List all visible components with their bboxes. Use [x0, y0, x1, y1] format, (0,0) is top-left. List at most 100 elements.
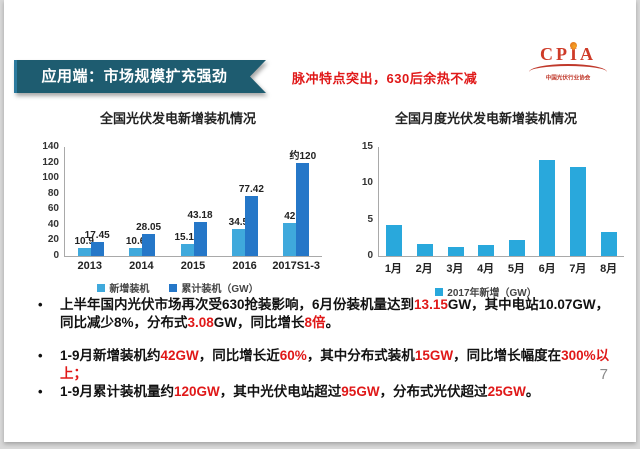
highlight-text: 15GW	[414, 348, 454, 363]
body-text: 上半年国内光伏市场再次受630抢装影响，6月份装机量达到	[60, 297, 415, 312]
bar-7月-2017年新增（GW）	[570, 167, 587, 256]
bar-2016-新增装机	[231, 229, 245, 256]
highlight-text: 120GW	[174, 384, 220, 399]
legend-label: 累计装机（GW）	[181, 284, 259, 295]
highlight-text: 13.15	[414, 297, 448, 312]
y-tick-label: 40	[47, 218, 59, 230]
data-label: 10.9	[74, 235, 94, 247]
highlight-text: 42GW	[160, 348, 199, 363]
page-number: 7	[599, 366, 608, 383]
bar-2014-新增装机	[129, 247, 143, 256]
data-label: 43.18	[187, 210, 213, 222]
bar-2013-累计装机（GW）	[90, 242, 104, 256]
y-tick-label: 140	[42, 141, 59, 152]
bar-2015-累计装机（GW）	[193, 222, 207, 256]
chart-title: 全国月度光伏发电新增装机情况	[394, 111, 577, 126]
data-label: 约120	[289, 150, 317, 162]
highlight-text: 95GW	[341, 384, 380, 399]
x-axis-label: 2017S1-3	[272, 260, 321, 272]
legend-label: 新增装机	[109, 284, 150, 295]
x-axis-label: 4月	[477, 263, 495, 275]
logo-subtext: 中国光伏行业协会	[545, 75, 591, 82]
x-axis-label: 2013	[77, 260, 103, 272]
bar-3月-2017年新增（GW）	[447, 246, 464, 256]
legend-swatch-icon	[169, 283, 178, 292]
bar-8月-2017年新增（GW）	[600, 232, 617, 256]
data-label: 77.42	[238, 183, 264, 195]
bullet-item: 上半年国内光伏市场再次受630抢装影响，6月份装机量达到13.15GW，其中电站…	[30, 296, 610, 332]
section-banner-title: 应用端：市场规模扩充强劲	[14, 60, 266, 93]
x-axis-label: 2016	[232, 260, 257, 272]
bar-2017S1-3-新增装机	[283, 223, 297, 256]
chart-plot-area: 0 20 40 60 80 100 120 140 10.9 10.6 15.13 34.5 42 17.…	[42, 142, 322, 261]
y-tick-label: 0	[53, 250, 59, 261]
section-banner: 应用端：市场规模扩充强劲	[14, 60, 266, 93]
bullet-item: 1-9月新增装机约42GW，同比增长近60%，其中分布式装机15GW，同比增长幅…	[30, 347, 610, 383]
highlight-text: 3.08	[187, 315, 214, 330]
legend-item: 新增装机	[97, 280, 149, 295]
legend-item: 累计装机（GW）	[169, 280, 259, 295]
logo-text: CPIA	[540, 44, 596, 64]
data-label: 42	[284, 211, 296, 223]
highlight-text: 300%以上；	[60, 348, 610, 381]
body-text: 。	[525, 384, 540, 399]
chart-monthly-installs: 全国月度光伏发电新增装机情况 0 5 10 15 1月 2月 3月 4月 5月 6月 7月 8月 2…	[342, 108, 630, 299]
chart-legend: 新增装机 累计装机（GW）	[28, 280, 328, 295]
body-text: GW，同比增长	[213, 315, 305, 330]
x-axis-label: 2014	[129, 260, 154, 272]
body-text: ，同比增长近	[198, 348, 280, 363]
data-label: 28.05	[136, 222, 162, 234]
legend-label: 2017年新增（GW）	[447, 288, 537, 299]
bar-2017S1-3-累计装机（GW）	[296, 162, 310, 256]
legend-swatch-icon	[435, 287, 444, 296]
x-axis-label: 3月	[446, 263, 464, 275]
data-label: 34.5	[228, 217, 249, 229]
y-tick-label: 60	[47, 203, 59, 215]
y-tick-label: 10	[361, 177, 373, 189]
y-tick-label: 5	[367, 213, 373, 225]
chart-legend: 2017年新增（GW）	[342, 284, 630, 299]
y-tick-label: 120	[42, 156, 59, 168]
highlight-text: 8倍	[304, 315, 326, 330]
x-axis-label: 6月	[538, 263, 556, 275]
body-text: GW，其中电站10.07GW，同比减少8%，分布式	[60, 297, 610, 330]
x-axis-label: 5月	[507, 263, 525, 275]
bar-2016-累计装机（GW）	[244, 195, 258, 256]
y-tick-label: 15	[361, 141, 373, 152]
bar-2月-2017年新增（GW）	[416, 243, 433, 256]
cpia-logo: CPIA 中国光伏行业协会	[518, 40, 618, 83]
body-text: ，其中分布式装机	[306, 348, 415, 363]
bullet-item: 1-9月累计装机量约120GW，其中光伏电站超过95GW，分布式光伏超过25GW…	[30, 383, 610, 401]
body-text: 1-9月新增装机约	[60, 348, 161, 363]
bar-4月-2017年新增（GW）	[478, 245, 495, 256]
highlight-text: 60%	[279, 348, 307, 363]
x-axis-label: 8月	[600, 263, 618, 275]
body-text: 。	[325, 315, 340, 330]
body-text: ，其中光伏电站超过	[219, 384, 342, 399]
logo-arc-icon	[529, 64, 607, 72]
data-label: 10.6	[125, 235, 146, 247]
x-axis-label: 7月	[569, 263, 587, 275]
x-axis-label: 1月	[384, 263, 402, 275]
y-tick-label: 80	[47, 187, 59, 199]
bar-2013-新增装机	[77, 247, 91, 256]
bar-1月-2017年新增（GW）	[386, 225, 403, 256]
legend-item: 2017年新增（GW）	[435, 284, 537, 299]
data-label: 17.45	[84, 230, 110, 242]
x-axis-label: 2015	[180, 260, 206, 272]
x-axis-label: 2月	[415, 263, 433, 275]
chart-title: 全国光伏发电新增装机情况	[99, 111, 256, 126]
legend-swatch-icon	[97, 283, 106, 292]
data-label: 15.13	[174, 232, 200, 244]
x-axis-labels: 2013 2014 2015 2016 2017S1-3	[64, 260, 322, 272]
headline-note: 脉冲特点突出，630后余热不减	[292, 71, 478, 86]
bar-2015-新增装机	[180, 244, 194, 256]
body-text: 1-9月累计装机量约	[60, 384, 175, 399]
y-tick-label: 100	[42, 172, 59, 184]
highlight-text: 25GW	[487, 384, 526, 399]
bar-6月-2017年新增（GW）	[539, 160, 556, 256]
bar-5月-2017年新增（GW）	[508, 240, 525, 256]
chart-annual-installs: 全国光伏发电新增装机情况 0 20 40 60 80 100 120 140 10.9 10.6 1…	[28, 108, 328, 295]
bar-2014-累计装机（GW）	[142, 234, 156, 256]
y-tick-label: 0	[367, 250, 373, 261]
